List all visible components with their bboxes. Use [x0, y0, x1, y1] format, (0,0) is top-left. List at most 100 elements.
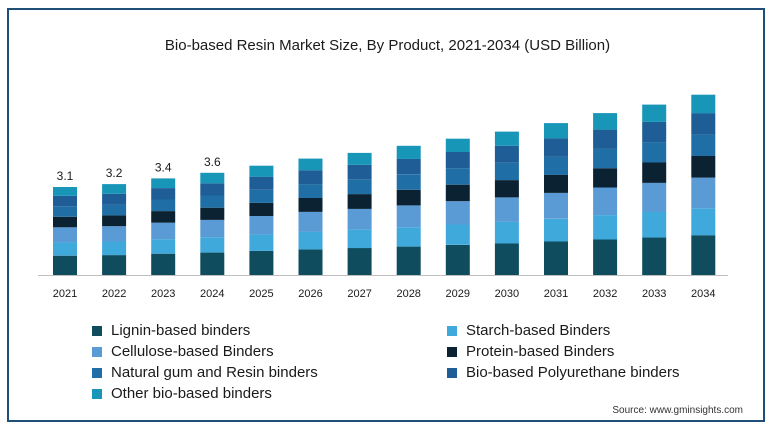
x-tick-label: 2029 — [446, 288, 470, 300]
bar-segment-2031-6 — [544, 123, 568, 139]
bar-segment-2023-4 — [151, 199, 176, 212]
bar-segment-2031-4 — [544, 156, 568, 175]
bar-segment-2030-4 — [494, 162, 519, 181]
bar-segment-2025-6 — [249, 165, 274, 177]
legend-item-starch: Starch-based Binders — [447, 322, 610, 339]
bar-segment-2022-3 — [102, 215, 127, 227]
bar-segment-2021-6 — [53, 187, 77, 196]
bar-segment-2034-6 — [691, 94, 716, 114]
bar-segment-2023-1 — [151, 239, 176, 254]
bar-segment-2033-0 — [642, 237, 667, 275]
legend-swatch — [92, 388, 102, 399]
bar-segment-2022-0 — [102, 255, 127, 275]
bar-segment-2027-4 — [347, 179, 372, 195]
bar-segment-2026-2 — [298, 212, 323, 232]
bar-segment-2030-1 — [494, 221, 519, 244]
bar-segment-2022-6 — [102, 184, 127, 194]
bar-segment-2029-6 — [445, 138, 470, 152]
bar-segment-2022-5 — [102, 193, 127, 205]
bar-segment-2023-0 — [151, 253, 176, 275]
bar-segment-2031-2 — [544, 192, 568, 219]
bar-segment-2022-2 — [102, 226, 127, 242]
bar-segment-2025-0 — [249, 250, 274, 275]
bar-segment-2029-4 — [445, 168, 470, 185]
bar-segment-2029-5 — [445, 152, 470, 169]
bar-segment-2024-6 — [200, 172, 225, 184]
bar-segment-2031-1 — [544, 218, 568, 242]
bar-segment-2030-6 — [494, 131, 519, 146]
bar-segment-2021-1 — [53, 242, 77, 256]
bar-segment-2028-5 — [396, 158, 421, 175]
legend-item-polyurethane: Bio-based Polyurethane binders — [447, 364, 679, 381]
data-label-total: 3.4 — [155, 160, 172, 174]
bar-segment-2021-5 — [53, 195, 77, 207]
x-tick-label: 2033 — [642, 288, 666, 300]
bar-segment-2029-2 — [445, 201, 470, 225]
bar-segment-2023-3 — [151, 211, 176, 223]
bar-segment-2034-2 — [691, 177, 716, 209]
source-note: Source: www.gminsights.com — [612, 405, 743, 416]
bar-segment-2022-1 — [102, 241, 127, 256]
bar-segment-2034-3 — [691, 156, 716, 178]
data-label-total: 3.6 — [204, 155, 221, 169]
x-tick-label: 2022 — [102, 288, 126, 300]
legend-label: Lignin-based binders — [111, 322, 251, 339]
chart-frame — [7, 8, 765, 422]
data-label-total: 3.1 — [57, 169, 74, 183]
data-label-total: 3.2 — [106, 166, 123, 180]
bar-segment-2030-5 — [494, 145, 519, 163]
bar-segment-2026-1 — [298, 231, 323, 250]
x-tick-label: 2028 — [396, 288, 420, 300]
x-tick-label: 2034 — [691, 288, 715, 300]
bar-segment-2028-3 — [396, 189, 421, 206]
bar-segment-2027-6 — [347, 152, 372, 165]
bar-segment-2033-4 — [642, 142, 667, 163]
legend-label: Starch-based Binders — [466, 322, 611, 339]
legend-swatch — [92, 367, 102, 378]
bar-segment-2028-2 — [396, 205, 421, 228]
bar-segment-2033-3 — [642, 162, 667, 183]
bar-segment-2026-6 — [298, 158, 323, 171]
bar-segment-2028-1 — [396, 227, 421, 247]
bar-segment-2027-1 — [347, 229, 372, 249]
x-tick-label: 2025 — [249, 288, 273, 300]
bar-segment-2034-1 — [691, 208, 716, 236]
bar-segment-2029-1 — [445, 224, 470, 245]
bar-segment-2032-5 — [593, 129, 618, 149]
bar-segment-2028-0 — [396, 246, 421, 275]
bar-segment-2024-2 — [200, 219, 225, 238]
bar-segment-2032-6 — [593, 113, 618, 130]
bar-segment-2030-2 — [494, 197, 519, 222]
x-tick-label: 2031 — [544, 288, 568, 300]
bar-segment-2021-3 — [53, 216, 77, 228]
bar-segment-2028-6 — [396, 145, 421, 159]
bar-segment-2031-3 — [544, 174, 568, 193]
bar-segment-2032-2 — [593, 187, 618, 215]
x-tick-label: 2032 — [593, 288, 617, 300]
bar-segment-2027-0 — [347, 248, 372, 275]
legend-swatch — [447, 367, 457, 378]
x-tick-label: 2021 — [53, 288, 77, 300]
x-tick-label: 2024 — [200, 288, 224, 300]
bar-segment-2022-4 — [102, 204, 127, 216]
bar-segment-2026-5 — [298, 170, 323, 185]
bar-segment-2032-1 — [593, 215, 618, 240]
bar-segment-2023-6 — [151, 178, 176, 189]
x-tick-label: 2026 — [298, 288, 322, 300]
bar-segment-2033-1 — [642, 212, 667, 238]
legend-item-natural-gum: Natural gum and Resin binders — [92, 364, 318, 381]
bar-segment-2025-1 — [249, 234, 274, 251]
bar-segment-2025-5 — [249, 176, 274, 190]
legend-item-other: Other bio-based binders — [92, 385, 272, 402]
bar-segment-2024-0 — [200, 252, 225, 275]
bar-segment-2025-2 — [249, 215, 274, 235]
bar-segment-2026-3 — [298, 198, 323, 212]
bar-segment-2024-1 — [200, 237, 225, 253]
bar-segment-2024-3 — [200, 207, 225, 220]
bar-segment-2025-3 — [249, 202, 274, 216]
bar-segment-2034-5 — [691, 113, 716, 135]
bar-segment-2033-6 — [642, 104, 667, 122]
bar-segment-2025-4 — [249, 189, 274, 203]
legend-swatch — [92, 346, 102, 357]
